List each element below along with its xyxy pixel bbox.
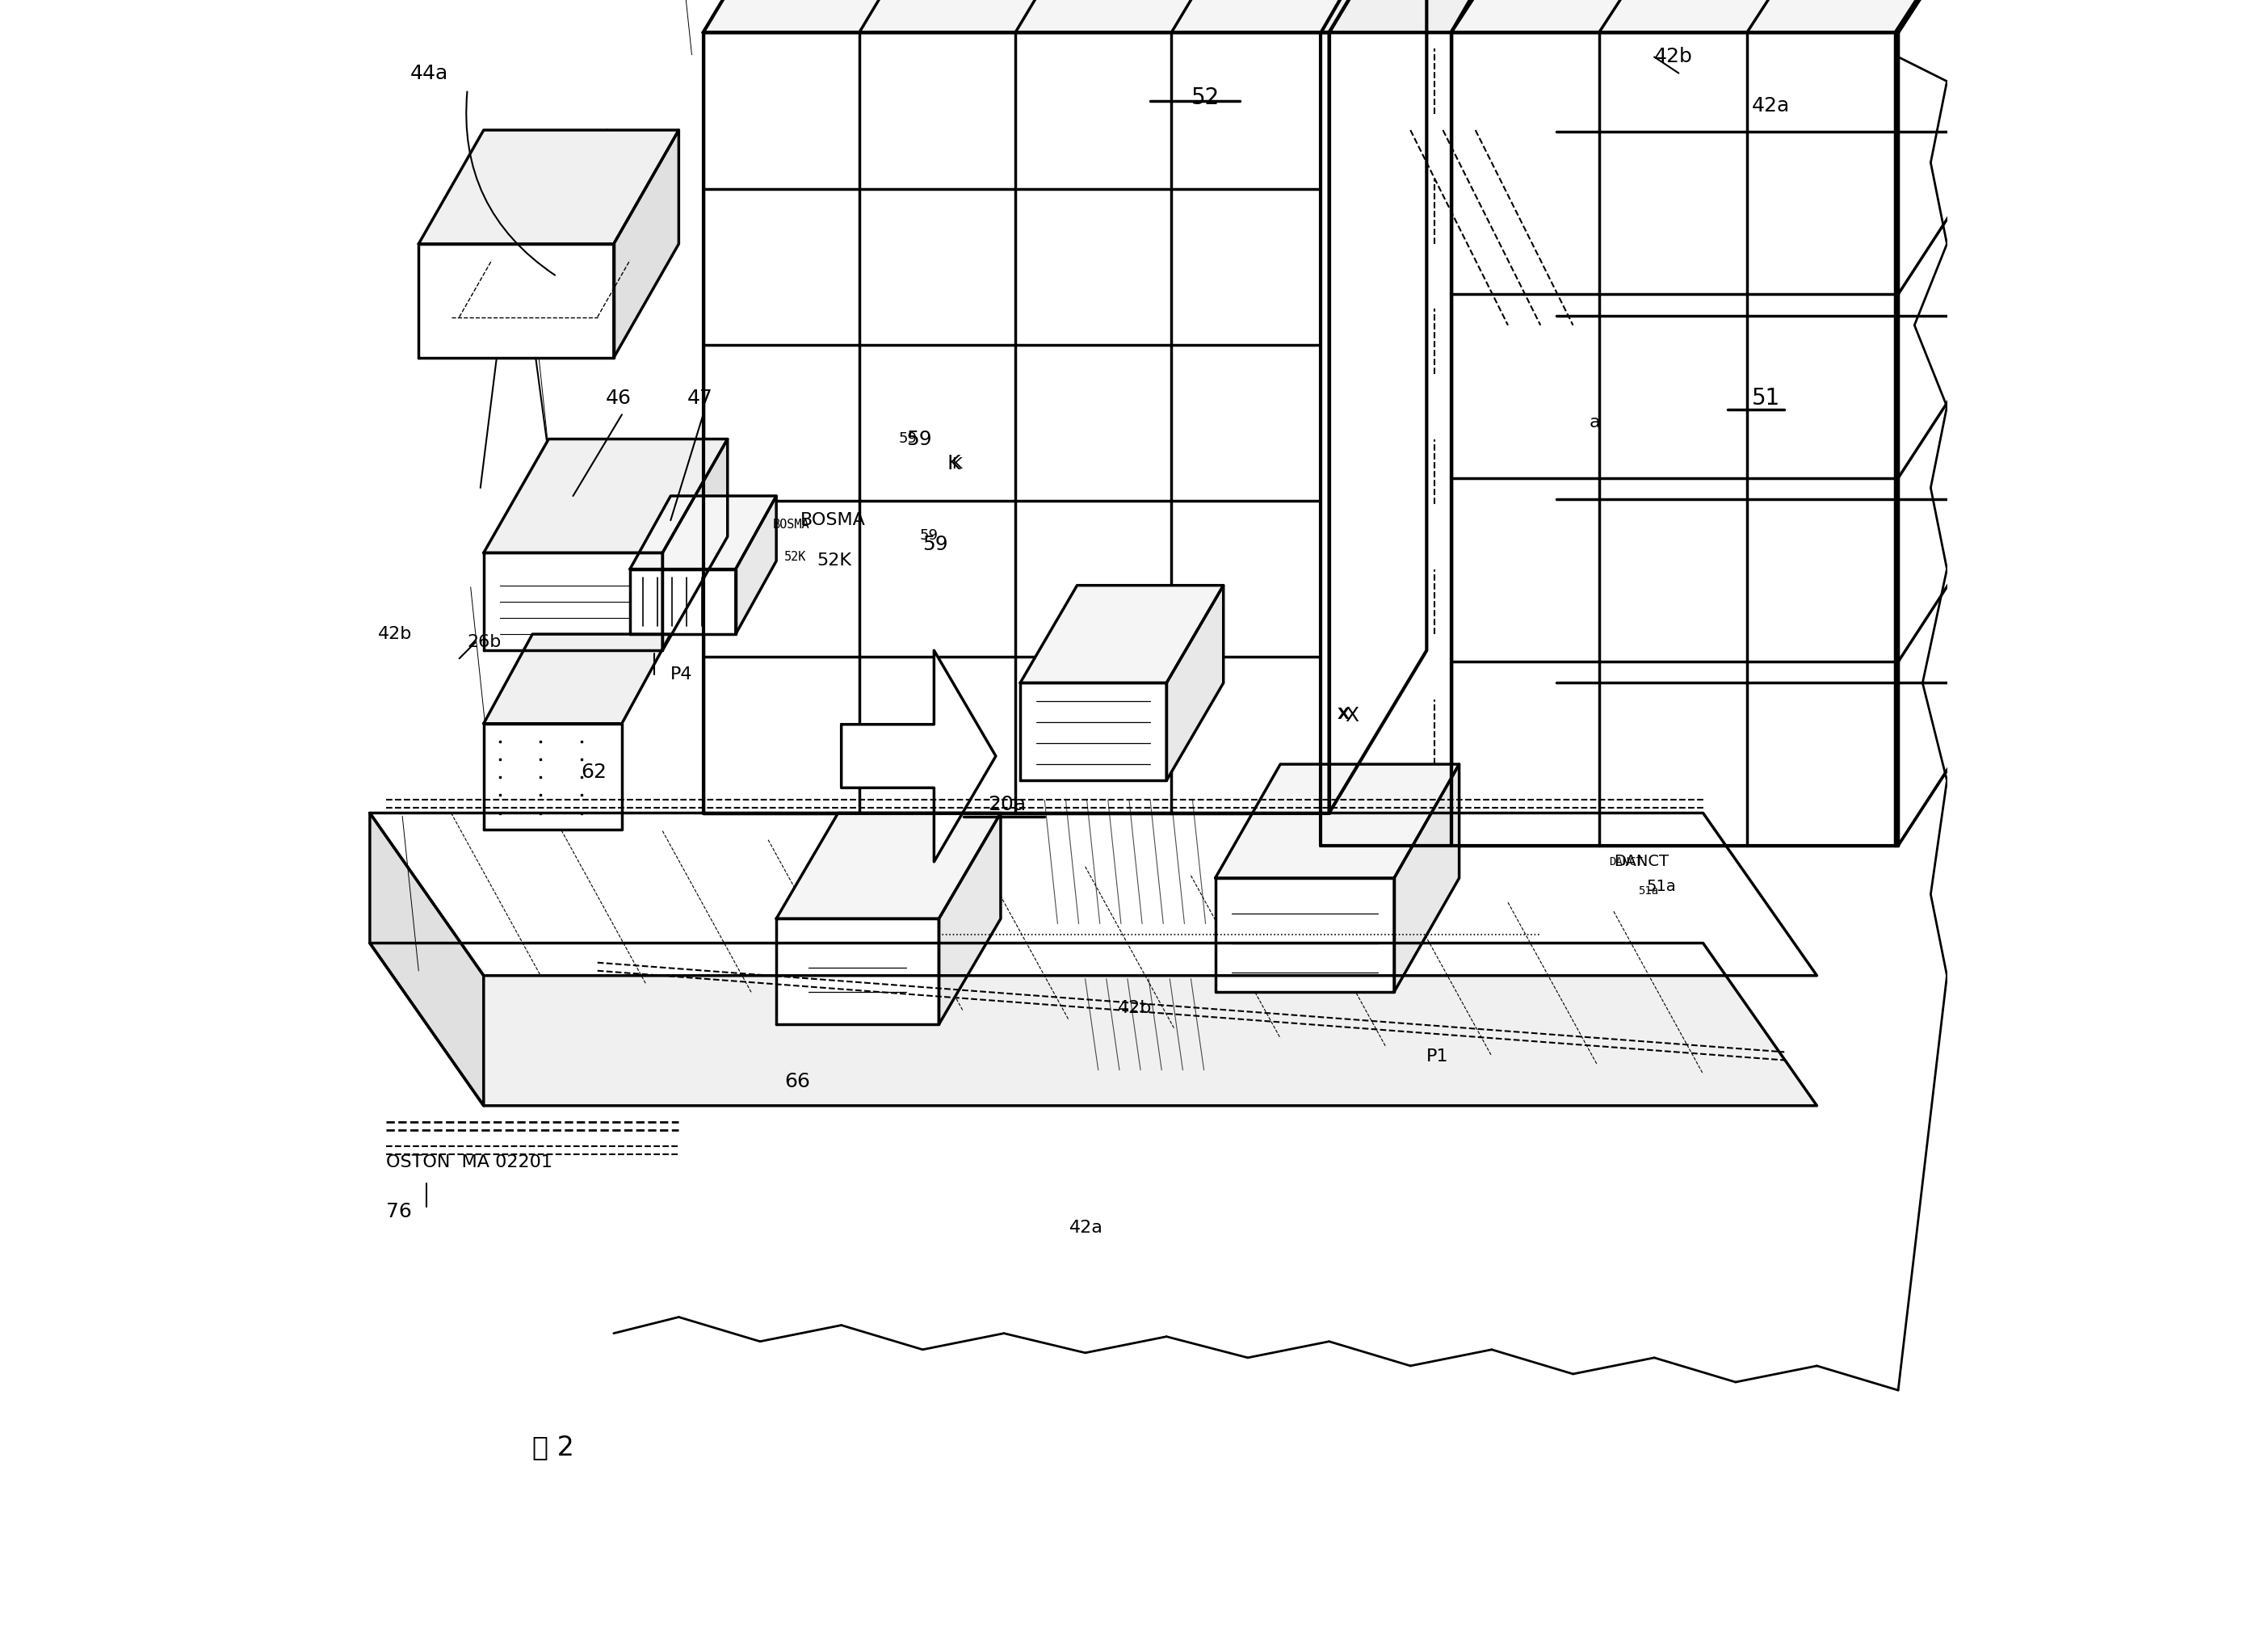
Polygon shape [1395,764,1458,992]
Polygon shape [776,919,939,1024]
Polygon shape [1021,585,1222,683]
Text: 52K: 52K [816,553,853,569]
Text: 42a: 42a [1751,96,1789,115]
Text: 26b: 26b [467,634,501,650]
Polygon shape [370,813,1817,976]
Text: 44a: 44a [411,63,449,83]
Polygon shape [735,496,776,634]
Text: OSTON  MA 02201: OSTON MA 02201 [386,1154,553,1171]
Polygon shape [483,439,728,553]
Text: 46: 46 [606,389,631,408]
Polygon shape [370,943,1817,1106]
Text: BOSMA: BOSMA [773,519,810,530]
Polygon shape [483,553,662,650]
Polygon shape [370,813,483,1106]
Text: 52: 52 [1191,86,1220,109]
Text: 66: 66 [785,1072,810,1091]
Text: 59: 59 [923,535,948,554]
Polygon shape [841,650,996,862]
Polygon shape [420,244,615,358]
Text: X: X [1338,707,1349,722]
Text: 51a: 51a [1637,886,1658,896]
Text: 59: 59 [907,429,932,449]
Text: a: a [1590,415,1601,431]
Text: P1: P1 [1427,1049,1449,1065]
Polygon shape [1216,878,1395,992]
Polygon shape [483,724,621,829]
Text: BOSMA: BOSMA [801,512,866,528]
Polygon shape [776,813,1000,919]
Polygon shape [703,0,1427,33]
Polygon shape [939,813,1000,1024]
Text: X: X [1345,706,1359,725]
Text: 51: 51 [1751,387,1780,410]
Polygon shape [631,496,776,569]
Text: 42b: 42b [1653,47,1692,67]
Polygon shape [1320,33,1452,846]
Polygon shape [1452,33,1898,846]
Text: DANCT: DANCT [1608,857,1642,867]
Text: 42a: 42a [1068,1220,1102,1236]
Text: 62: 62 [581,763,608,782]
Text: DANCT: DANCT [1613,854,1669,870]
FancyBboxPatch shape [1492,463,1590,504]
Text: 47: 47 [687,389,712,408]
Text: 图 2: 图 2 [533,1434,574,1460]
Text: P4: P4 [671,667,692,683]
Text: 51a: 51a [1647,878,1676,894]
Polygon shape [631,569,735,634]
Text: 20a: 20a [987,795,1025,815]
Polygon shape [483,634,671,724]
Text: 59: 59 [898,431,916,446]
Polygon shape [420,130,678,244]
Polygon shape [1329,0,1427,813]
Polygon shape [1320,0,1540,33]
Polygon shape [703,33,1329,813]
Text: 42b: 42b [1118,1000,1152,1016]
Polygon shape [615,130,678,358]
Polygon shape [1021,683,1166,780]
Text: K: K [948,454,959,473]
Polygon shape [662,439,728,650]
Text: K: K [953,457,962,472]
Polygon shape [1452,0,2005,33]
Text: 42b: 42b [379,626,413,642]
Polygon shape [1216,764,1458,878]
Text: 59: 59 [919,528,939,543]
Text: 52K: 52K [785,551,807,563]
Text: 76: 76 [386,1202,413,1221]
Polygon shape [1166,585,1222,780]
